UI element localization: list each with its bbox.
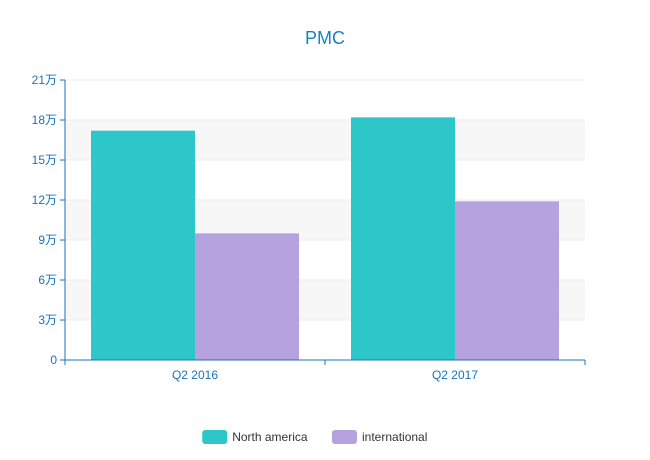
legend[interactable]: North america international (202, 430, 427, 444)
bar-international-q2-2017[interactable] (455, 201, 559, 360)
legend-item-north-america[interactable]: North america (202, 430, 308, 444)
x-tick-label: Q2 2016 (172, 368, 218, 382)
legend-label-international: international (362, 430, 427, 444)
legend-swatch-north-america (202, 430, 228, 444)
bar-north-america-q2-2017[interactable] (351, 117, 455, 360)
chart-title: PMC (305, 28, 345, 48)
bar-north-america-q2-2016[interactable] (91, 130, 195, 360)
y-tick-label: 18万 (32, 113, 57, 127)
x-tick-label: Q2 2017 (432, 368, 478, 382)
legend-label-north-america: North america (232, 430, 308, 444)
y-tick-label: 0 (50, 353, 57, 367)
y-tick-label: 3万 (38, 313, 57, 327)
bar-international-q2-2016[interactable] (195, 233, 299, 360)
y-tick-label: 9万 (38, 233, 57, 247)
y-tick-label: 12万 (32, 193, 57, 207)
y-tick-label: 6万 (38, 273, 57, 287)
bars (91, 117, 559, 360)
y-tick-label: 21万 (32, 73, 57, 87)
legend-swatch-international (332, 430, 357, 444)
axes: 0 3万 6万 9万 12万 15万 18万 21万 Q2 2016 Q2 2017 (32, 73, 586, 382)
legend-item-international[interactable]: international (332, 430, 427, 444)
y-tick-label: 15万 (32, 153, 57, 167)
